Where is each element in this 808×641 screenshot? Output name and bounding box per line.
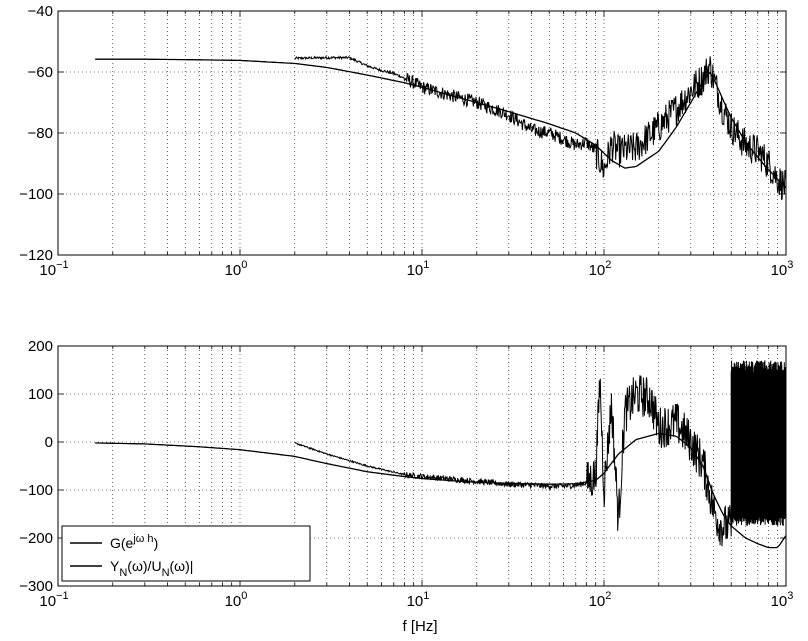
legend-entry: YN(ω)/UN(ω)| — [110, 558, 193, 579]
series-line-2 — [294, 55, 787, 201]
x-tick-label: 102 — [589, 259, 612, 279]
y-tick-label: −200 — [19, 530, 53, 547]
ticks — [57, 345, 786, 587]
phase-plot: 10−1 100 101 102 103 −300 −200 −100 0 100 200 G(ejω… — [19, 338, 793, 610]
y-tick-label: −100 — [19, 186, 53, 203]
grid — [58, 11, 786, 255]
y-tick-label: 0 — [45, 434, 53, 451]
magnitude-plot: 10−1 100 101 102 103 −120 −100 −80 −60 −40 — [19, 3, 793, 279]
y-tick-label: 200 — [28, 338, 53, 355]
y-tick-label: −300 — [19, 578, 53, 595]
x-tick-label: 10−1 — [39, 259, 68, 279]
legend-box — [61, 525, 311, 582]
legend-entry: G(ejω h) — [110, 533, 158, 551]
x-tick-label: 102 — [589, 590, 612, 610]
y-tick-label: −100 — [19, 482, 53, 499]
y-tick-label: −80 — [28, 125, 53, 142]
y-tick-label: −40 — [28, 3, 53, 20]
ticks — [57, 10, 786, 256]
x-tick-label: 103 — [771, 590, 794, 610]
y-tick-label: 100 — [28, 386, 53, 403]
y-tick-label: −60 — [28, 64, 53, 81]
series-line-2 — [294, 360, 787, 547]
x-tick-label: 101 — [407, 590, 430, 610]
x-tick-label: 100 — [225, 259, 248, 279]
x-axis-label: f [Hz] — [402, 618, 437, 635]
legend: G(ejω h) YN(ω)/UN(ω)| — [61, 525, 311, 582]
x-tick-label: 100 — [225, 590, 248, 610]
x-tick-label: 10−1 — [39, 590, 68, 610]
x-tick-label: 101 — [407, 259, 430, 279]
y-tick-label: −120 — [19, 247, 53, 264]
x-tick-label: 103 — [771, 259, 794, 279]
